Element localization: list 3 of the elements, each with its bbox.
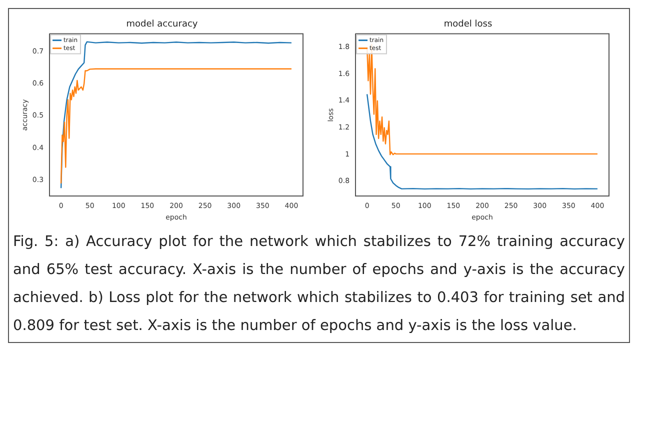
caption: Fig. 5: a) Accuracy plot for the network which stabilizes to 72% training accuracy and 65% test accuracy. X-axis is the number of epochs and y-axis is the accuracy achieved. b) Loss plot for the network which stabilizes to 0.403 for training set and 0.809 for test set. X-axis is the number of epochs and y-axis is the loss value. — [13, 233, 625, 336]
chart-title: model loss — [444, 20, 492, 30]
chart-title: model accuracy — [126, 20, 198, 30]
